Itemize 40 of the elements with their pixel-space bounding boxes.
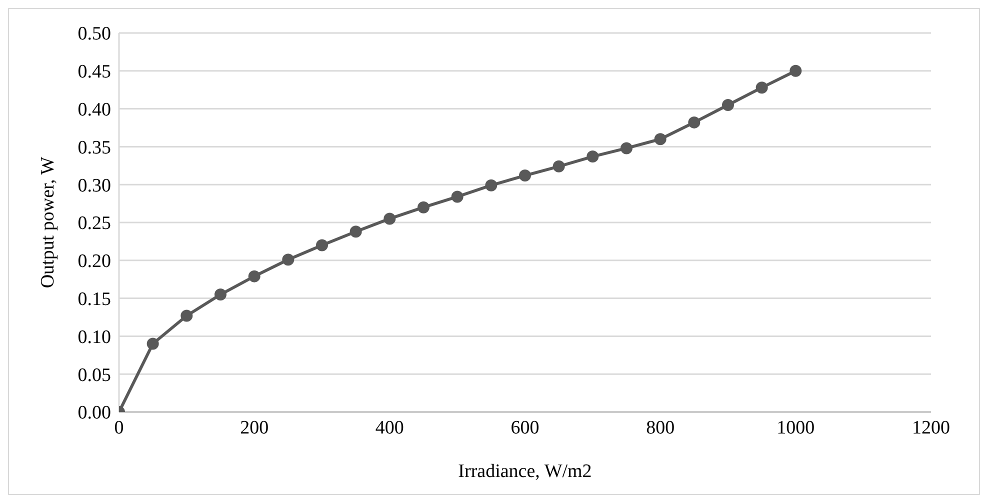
x-tick-label: 1200 xyxy=(912,417,950,438)
point xyxy=(620,142,632,154)
point xyxy=(790,64,802,77)
point xyxy=(316,239,328,252)
y-tick-label: 0.25 xyxy=(78,213,111,234)
point xyxy=(214,288,226,301)
x-tick-label: 200 xyxy=(240,417,269,438)
y-tick-label: 0.05 xyxy=(78,364,111,386)
x-tick-label: 800 xyxy=(646,417,675,438)
point xyxy=(688,116,700,128)
point xyxy=(586,150,599,163)
x-tick-label: 0 xyxy=(114,417,124,438)
point xyxy=(350,226,362,238)
point xyxy=(519,170,531,182)
point xyxy=(451,190,464,203)
x-tick-label: 400 xyxy=(375,417,404,438)
y-tick-label: 0.40 xyxy=(78,100,111,121)
y-tick-label: 0.10 xyxy=(78,326,111,348)
x-tick-label: 600 xyxy=(510,417,540,438)
point xyxy=(654,133,666,146)
point xyxy=(722,99,734,112)
y-axis-title: Output power, W xyxy=(38,156,59,288)
y-tick-label: 0.15 xyxy=(78,289,111,310)
x-axis-title: Irradiance, W/m2 xyxy=(458,461,592,482)
point xyxy=(146,338,159,350)
point xyxy=(180,310,193,322)
y-tick-label: 0.00 xyxy=(78,402,111,424)
point xyxy=(418,201,430,214)
point xyxy=(384,212,396,225)
point xyxy=(552,160,565,172)
point xyxy=(485,179,498,192)
y-tick-label: 0.20 xyxy=(78,251,111,272)
y-tick-label: 0.50 xyxy=(78,24,111,45)
point xyxy=(756,82,768,94)
point xyxy=(248,270,260,282)
y-tick-label: 0.45 xyxy=(78,62,111,83)
y-tick-label: 0.35 xyxy=(78,137,111,158)
point xyxy=(282,254,294,266)
x-tick-label: 1000 xyxy=(776,417,815,438)
y-tick-label: 0.30 xyxy=(78,175,111,196)
